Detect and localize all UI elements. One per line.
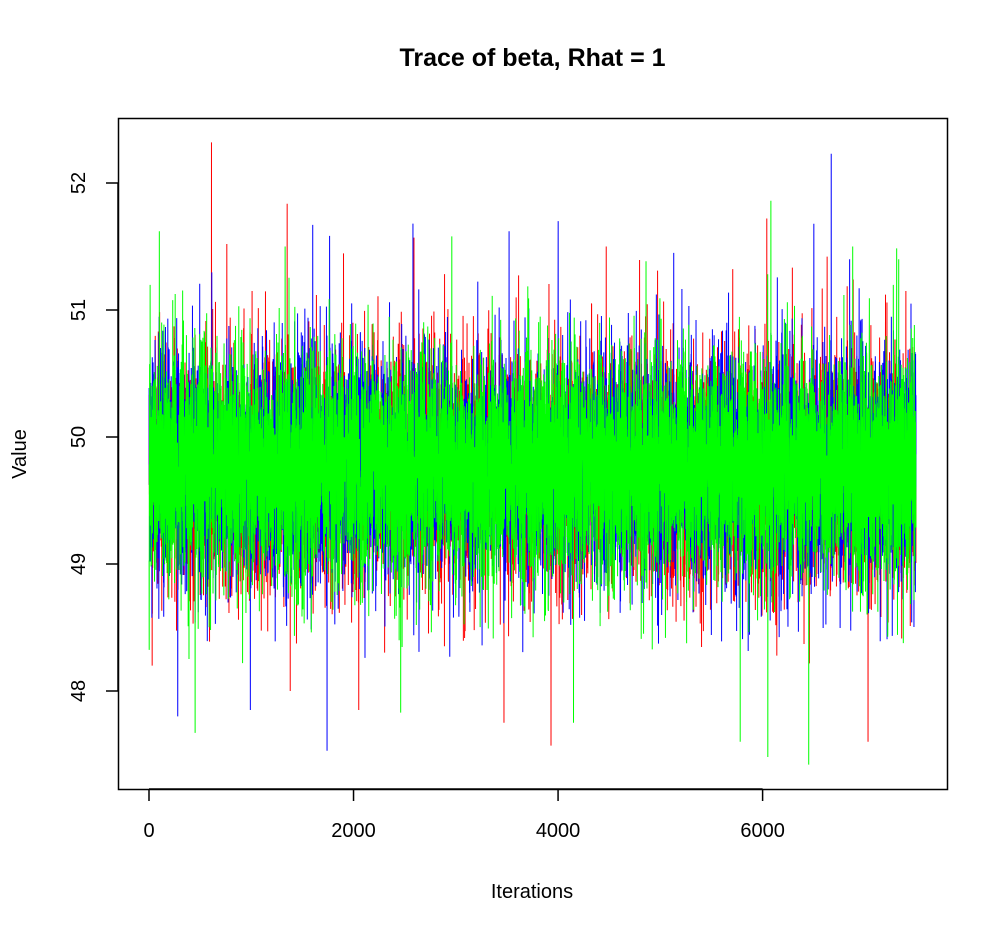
series-line-3 xyxy=(148,200,917,765)
x-tick-label: 6000 xyxy=(740,820,785,842)
y-tick-label: 49 xyxy=(68,553,90,575)
x-tick-label: 2000 xyxy=(331,820,376,842)
x-axis: 0 2000 4000 6000 xyxy=(143,788,785,842)
y-tick-label: 51 xyxy=(68,299,90,321)
y-tick-label: 52 xyxy=(68,172,90,194)
y-axis-title: Value xyxy=(9,429,31,479)
x-tick-label: 0 xyxy=(143,820,154,842)
y-axis: 48 49 50 51 52 xyxy=(68,172,119,702)
x-tick-label: 4000 xyxy=(536,820,581,842)
chart-title: Trace of beta, Rhat = 1 xyxy=(399,44,666,72)
y-tick-label: 48 xyxy=(68,680,90,702)
x-axis-title: Iterations xyxy=(491,881,573,903)
y-tick-label: 50 xyxy=(68,426,90,448)
series-layer xyxy=(148,142,917,765)
